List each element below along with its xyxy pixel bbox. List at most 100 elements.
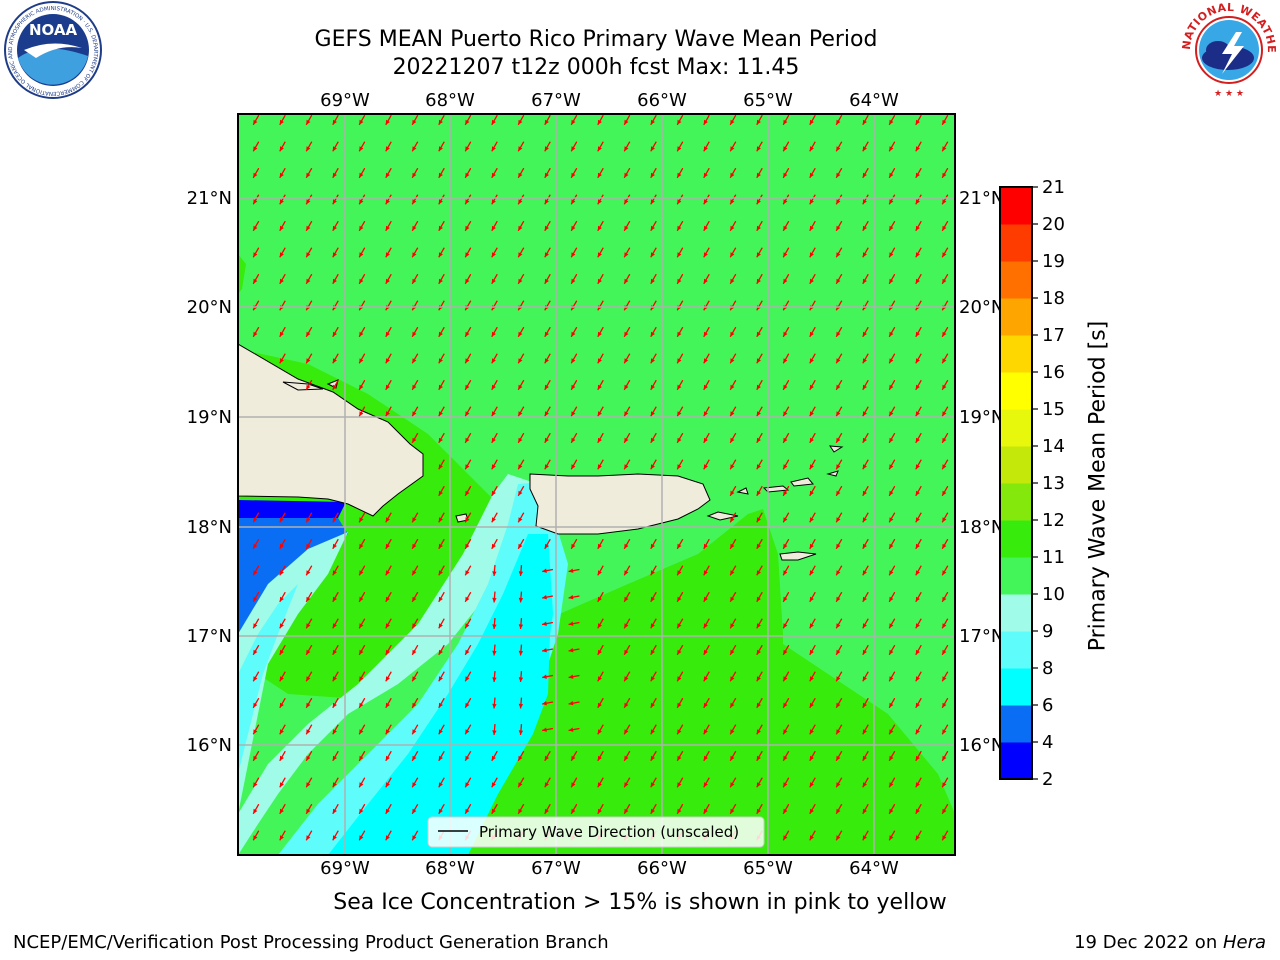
band-11-12-southeast — [438, 509, 955, 855]
wave-direction-arrow — [358, 618, 366, 629]
wave-direction-arrow — [252, 194, 260, 205]
wave-direction-arrow — [809, 194, 816, 205]
colorbar-ticks: 2 4 6 8 9 10 11 12 13 14 15 16 17 18 19 20 21 — [1032, 177, 1065, 790]
wave-direction-arrow — [729, 750, 737, 762]
wave-direction-arrow — [623, 459, 631, 470]
wave-direction-arrow — [703, 777, 710, 788]
wave-direction-arrow — [623, 167, 631, 179]
wave-direction-arrow — [835, 353, 843, 364]
wave-direction-arrow — [941, 803, 949, 815]
wave-direction-arrow — [491, 379, 498, 391]
wave-direction-arrow — [623, 353, 631, 364]
map-panel: 69°W 68°W 67°W 66°W 65°W 64°W 69°W 68°W … — [187, 90, 1005, 879]
footer-date: 19 Dec 2022 on Hera — [1074, 932, 1266, 953]
wave-direction-arrow — [835, 432, 843, 444]
colorbar-band — [1000, 446, 1032, 484]
wave-direction-arrow — [676, 353, 684, 364]
wave-direction-arrow — [385, 194, 392, 205]
wave-direction-arrow — [888, 803, 896, 815]
wave-direction-arrow — [568, 595, 580, 600]
wave-direction-arrow — [782, 459, 790, 470]
wave-direction-arrow — [888, 644, 896, 656]
wave-direction-arrow — [862, 326, 869, 338]
wave-direction-arrow — [756, 379, 763, 391]
lon-label-top: 66°W — [637, 90, 687, 111]
wave-direction-arrow — [252, 777, 260, 788]
wave-direction-arrow — [517, 353, 525, 364]
wave-direction-arrow — [411, 591, 419, 603]
wave-direction-arrow — [570, 379, 578, 391]
wave-direction-arrow — [438, 247, 445, 258]
wave-direction-arrow — [729, 326, 737, 338]
wave-direction-arrow — [756, 247, 763, 258]
wave-direction-arrow — [676, 406, 684, 417]
wave-direction-arrow — [888, 353, 896, 364]
wave-direction-arrow — [729, 591, 737, 603]
wave-direction-arrow — [782, 273, 790, 285]
wave-direction-arrow — [385, 777, 392, 788]
wave-direction-arrow — [411, 141, 419, 152]
wave-direction-arrow — [623, 671, 631, 682]
wave-direction-arrow — [835, 379, 843, 391]
wave-direction-arrow — [517, 141, 525, 152]
wave-direction-arrow — [597, 353, 604, 364]
wave-direction-arrow — [835, 565, 843, 576]
colorbar-tick-label: 16 — [1042, 362, 1065, 383]
wave-direction-arrow — [279, 803, 286, 815]
wave-direction-arrow — [915, 141, 922, 152]
wave-direction-arrow — [703, 565, 710, 576]
wave-direction-arrow — [809, 167, 816, 179]
wave-direction-arrow — [703, 379, 710, 391]
wave-direction-arrow — [756, 406, 763, 417]
wave-direction-arrow — [650, 273, 657, 285]
wave-direction-arrow — [597, 194, 604, 205]
wave-direction-arrow — [252, 830, 260, 841]
wave-direction-arrow — [888, 565, 896, 576]
wave-direction-arrow — [782, 671, 790, 682]
wave-direction-arrow — [568, 701, 580, 706]
wave-direction-arrow — [862, 591, 869, 603]
wave-direction-arrow — [809, 803, 816, 815]
lat-label-right: 16°N — [959, 735, 1004, 756]
wave-direction-arrow — [517, 194, 525, 205]
wave-direction-arrow — [517, 432, 525, 444]
wave-direction-arrow — [464, 671, 472, 682]
lon-labels-bottom: 69°W 68°W 67°W 66°W 65°W 64°W — [320, 858, 899, 879]
band-9-10-shelf — [238, 532, 348, 814]
wave-direction-arrow — [358, 167, 366, 179]
wave-direction-arrow — [756, 353, 763, 364]
wave-direction-arrow — [650, 565, 657, 576]
wave-direction-arrow — [915, 432, 922, 444]
wave-direction-arrow — [597, 724, 604, 735]
wave-direction-arrow — [623, 194, 631, 205]
wave-direction-arrow — [570, 432, 578, 444]
wave-direction-arrow — [332, 538, 339, 550]
wave-direction-arrow — [305, 114, 313, 126]
wave-direction-arrow — [252, 114, 260, 126]
land-st-croix — [779, 551, 817, 561]
wave-direction-arrow — [862, 220, 869, 232]
wave-direction-arrow — [305, 591, 313, 603]
wave-direction-arrow — [676, 591, 684, 603]
land-puerto-rico — [529, 473, 711, 535]
wave-direction-arrow — [438, 379, 445, 391]
lat-label-left: 20°N — [187, 297, 232, 318]
wave-direction-arrow — [464, 803, 472, 815]
wave-direction-arrow — [915, 326, 922, 338]
colorbar-tick-label: 20 — [1042, 214, 1065, 235]
wave-direction-arrow — [464, 697, 472, 709]
wave-direction-arrow — [491, 512, 498, 523]
wave-direction-arrow — [568, 727, 580, 732]
wave-direction-arrow — [464, 432, 472, 444]
wave-direction-arrow — [305, 379, 313, 391]
wave-direction-arrow — [358, 273, 366, 285]
wave-direction-arrow — [570, 803, 578, 815]
wave-direction-arrow — [305, 512, 313, 523]
wave-direction-arrow — [835, 406, 843, 417]
colorbar-tick-label: 14 — [1042, 436, 1065, 457]
wave-direction-arrow — [332, 167, 339, 179]
map-legend-text: Primary Wave Direction (unscaled) — [479, 823, 739, 841]
wave-direction-arrow — [411, 750, 419, 762]
wave-direction-arrow — [279, 644, 286, 656]
wave-direction-arrow — [279, 750, 286, 762]
